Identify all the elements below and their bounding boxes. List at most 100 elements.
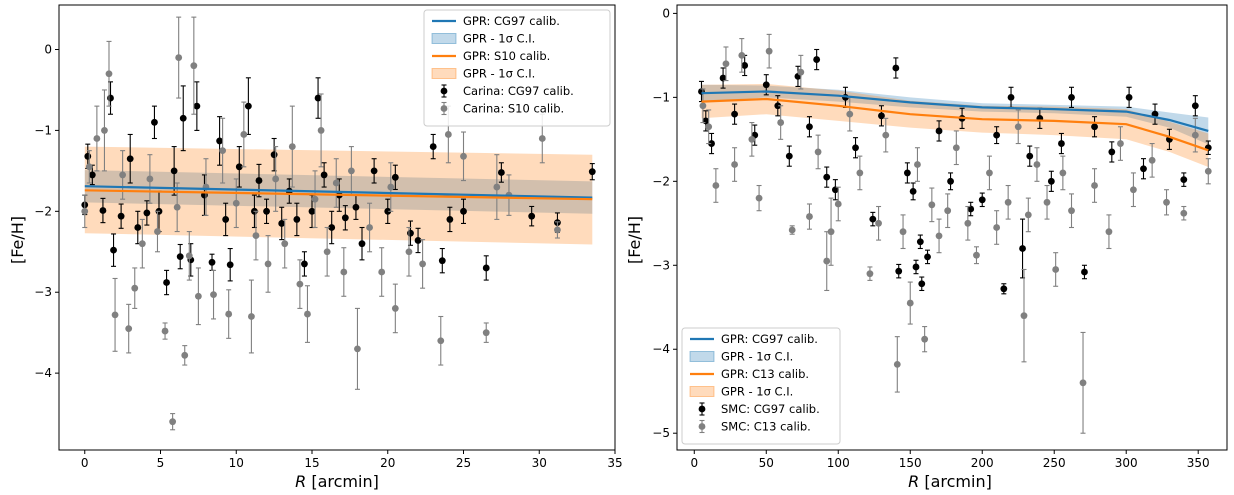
right-legend-band-swatch (689, 351, 715, 362)
right-data-point (708, 140, 715, 147)
right-data-point (813, 56, 821, 63)
right-legend-label: GPR: CG97 calib. (721, 332, 818, 346)
left-x-axis-label: R [arcmin] (295, 472, 379, 491)
right-data-point (952, 144, 960, 152)
left-data-point (497, 169, 505, 176)
right-data-point (993, 224, 1001, 231)
right-legend-label: SMC: CG97 calib. (721, 402, 820, 416)
right-data-point (731, 161, 738, 168)
left-legend-marker (440, 87, 448, 95)
right-data-point (914, 161, 921, 168)
left-data-point (154, 228, 161, 235)
left-fit-line-0 (84, 185, 593, 199)
left-legend-label: GPR - 1σ C.I. (463, 32, 535, 46)
right-data-point (1091, 182, 1098, 189)
left-data-point (407, 229, 414, 237)
right-data-point (834, 200, 842, 208)
right-data-point (774, 102, 782, 110)
right-legend-label: GPR - 1σ C.I. (721, 385, 793, 399)
left-data-point (272, 175, 280, 183)
right-data-point (893, 360, 901, 368)
left-legend-frame (423, 9, 611, 127)
right-data-point (993, 131, 1001, 139)
right-fit-band-0 (701, 84, 1209, 145)
left-panel-plot: [Fe/H] R [arcmin] 0 5 10 15 20 25 30 35 0 −1 −2 −3 −… (8, 4, 623, 491)
right-data-point (1191, 102, 1199, 110)
right-x-tick-label: 100 (827, 456, 850, 470)
left-data-point (151, 118, 158, 126)
left-data-point (84, 152, 92, 160)
left-data-point (378, 268, 386, 276)
right-data-point (1191, 131, 1199, 139)
left-data-point (538, 135, 546, 142)
left-data-point (219, 147, 227, 155)
left-data-point (93, 135, 101, 142)
left-data-point (226, 261, 234, 269)
left-x-tick-label: 35 (607, 456, 622, 470)
right-data-point (986, 169, 993, 177)
right-data-point (777, 119, 785, 126)
right-data-point (1140, 165, 1147, 173)
left-data-point (554, 226, 561, 234)
left-x-tick-label: 0 (81, 456, 89, 470)
right-x-tick-label: 0 (690, 456, 698, 470)
left-data-point (264, 260, 272, 268)
right-data-point (892, 64, 900, 72)
left-data-point (117, 212, 125, 220)
left-y-tick-label: −1 (34, 123, 52, 137)
right-data-point (1091, 123, 1098, 131)
left-data-point (460, 152, 467, 160)
right-data-point (1204, 167, 1212, 175)
right-data-point (869, 215, 877, 223)
right-data-point (814, 148, 822, 156)
left-data-point (270, 151, 278, 159)
left-data-point (131, 284, 139, 292)
left-x-tick-label: 5 (157, 456, 165, 470)
left-data-point (332, 179, 340, 187)
left-data-point (296, 280, 304, 288)
right-data-point (712, 182, 720, 189)
left-data-point (419, 260, 426, 268)
left-data-point (405, 248, 413, 256)
left-legend-label: GPR: CG97 calib. (463, 14, 560, 28)
right-data-point (722, 60, 730, 68)
right-data-point (699, 102, 707, 110)
right-x-tick-label: 300 (1115, 456, 1138, 470)
left-data-point (105, 70, 113, 78)
right-data-point (788, 226, 796, 234)
right-y-tick-label: −3 (652, 258, 670, 272)
right-data-point (806, 213, 813, 220)
right-data-point (1068, 93, 1075, 101)
left-data-point (119, 171, 127, 179)
left-series-alt (81, 16, 561, 431)
right-y-tick-label: −1 (652, 90, 670, 104)
left-data-point (308, 207, 316, 215)
left-data-point (169, 418, 177, 426)
left-data-point (176, 253, 184, 261)
left-plot-frame (58, 4, 616, 451)
right-data-point (1130, 186, 1137, 194)
left-data-point (446, 216, 454, 223)
left-data-point (244, 102, 252, 110)
left-data-point (240, 131, 248, 138)
right-data-point (1026, 152, 1034, 160)
left-legend-marker (440, 105, 448, 112)
right-fit-line-0 (701, 90, 1209, 132)
right-data-point (878, 112, 885, 120)
right-data-point (762, 81, 770, 89)
right-plot-frame (676, 4, 1228, 451)
left-legend: GPR: CG97 calib. GPR - 1σ C.I. GPR: S10 ca… (423, 9, 611, 127)
right-data-point (921, 335, 929, 343)
left-data-point (88, 171, 96, 179)
right-data-point (1125, 93, 1133, 101)
right-data-point (895, 267, 903, 275)
right-panel-plot: [Fe/H] R [arcmin] 0 50 100 150 200 250 300 350 0… (625, 4, 1228, 491)
left-data-point (588, 168, 596, 176)
left-data-point (304, 310, 311, 318)
right-y-tick-label: −4 (652, 342, 670, 356)
left-data-point (437, 337, 445, 345)
right-legend: GPR: CG97 calib. GPR - 1σ C.I. GPR: C13 ca… (681, 327, 841, 445)
left-data-point (278, 220, 286, 227)
right-data-point (1019, 245, 1026, 252)
left-legend-label: GPR: S10 calib. (463, 49, 550, 63)
